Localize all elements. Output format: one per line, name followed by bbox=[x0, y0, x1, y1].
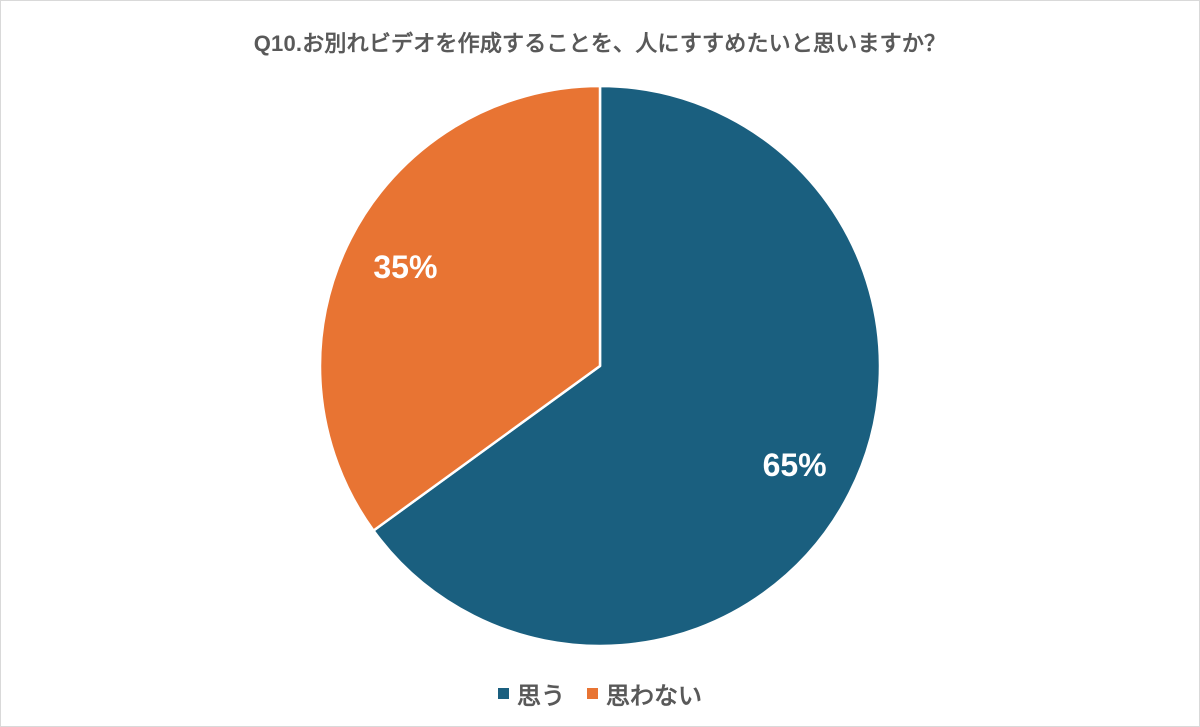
legend-swatch-icon bbox=[498, 688, 509, 699]
slice-value-label: 35% bbox=[373, 249, 437, 285]
pie-slice-1[interactable] bbox=[318, 84, 602, 532]
legend-item-disagree[interactable]: 思わない bbox=[587, 676, 702, 711]
legend: 思う 思わない bbox=[0, 676, 1200, 711]
legend-swatch-icon bbox=[587, 688, 598, 699]
legend-item-agree[interactable]: 思う bbox=[498, 676, 565, 711]
chart-title: Q10.お別れビデオを作成することを、人にすすめたいと思いますか？ bbox=[253, 31, 947, 56]
pie-slice-0[interactable] bbox=[372, 84, 882, 648]
slice-value-label: 65% bbox=[763, 447, 827, 483]
legend-label: 思わない bbox=[606, 683, 702, 710]
legend-label: 思う bbox=[517, 683, 565, 710]
